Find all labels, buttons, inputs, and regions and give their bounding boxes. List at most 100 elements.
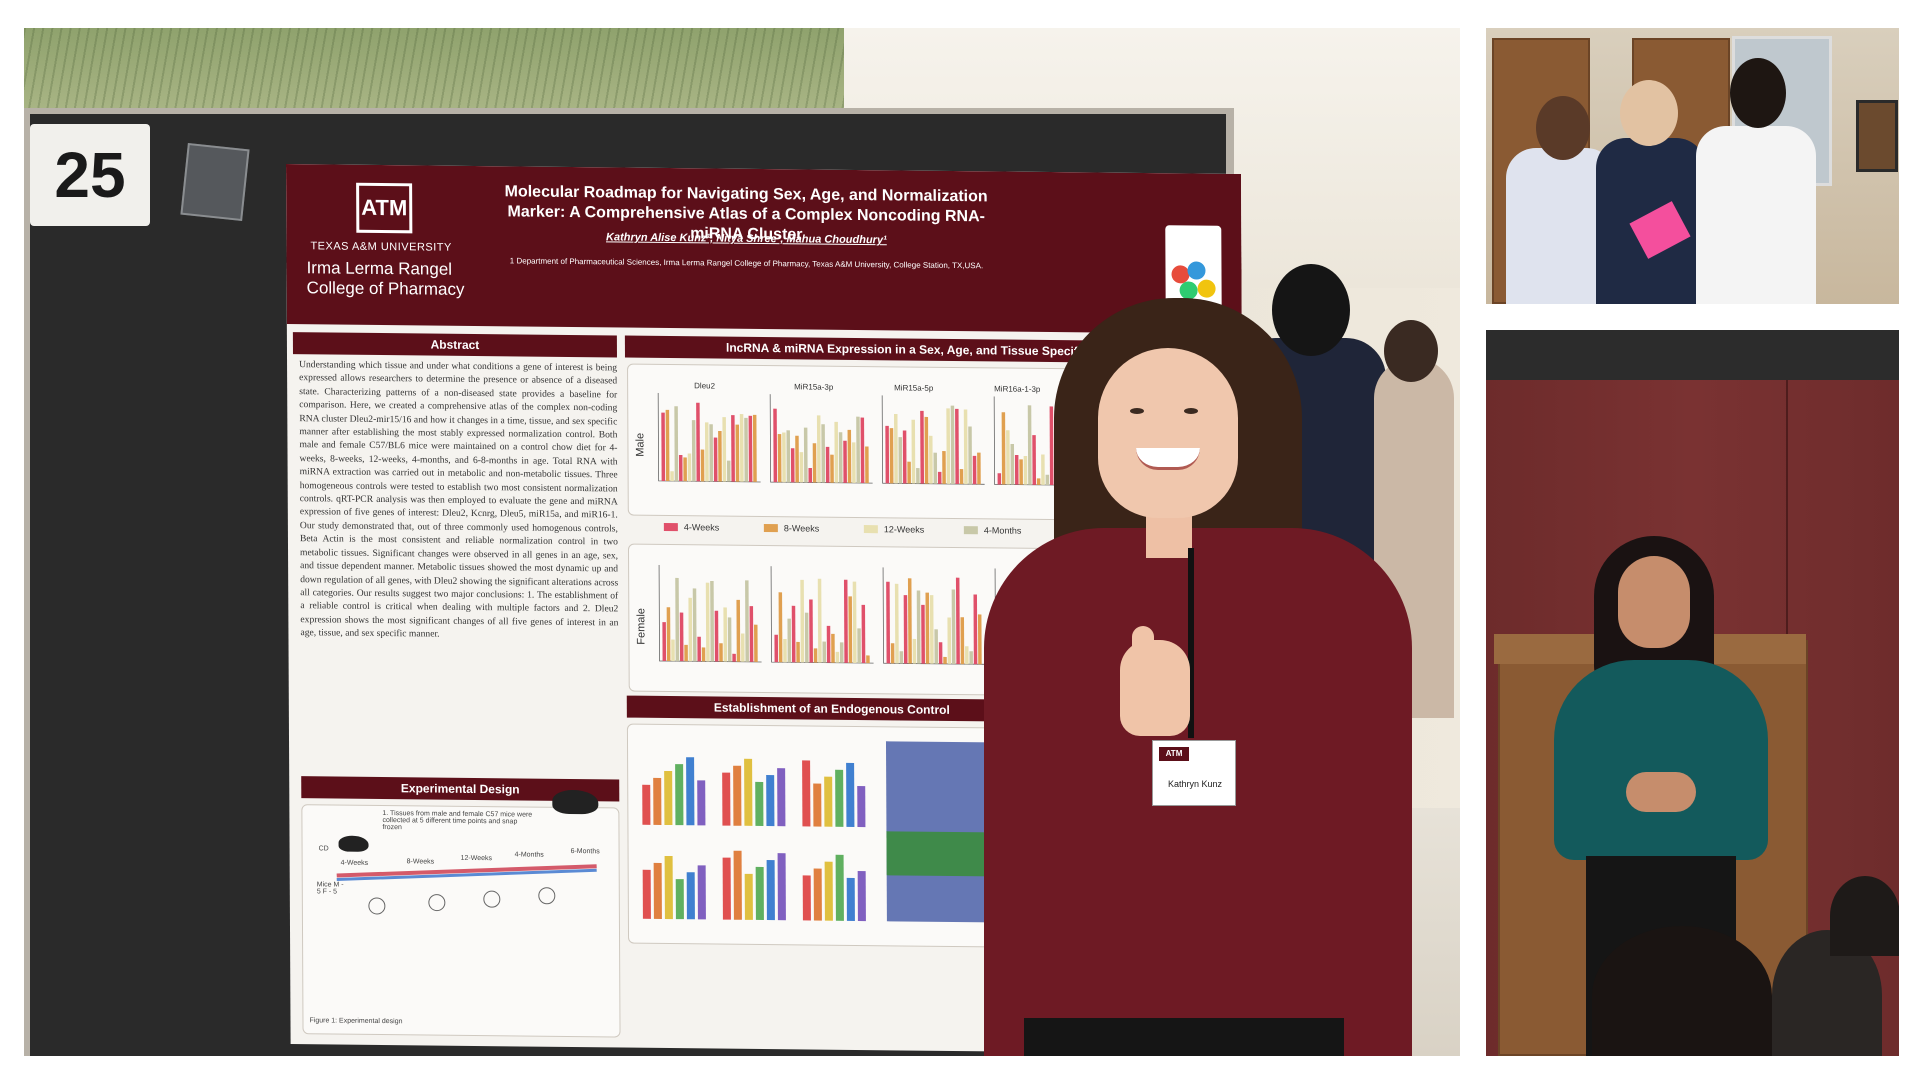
audience-head bbox=[1830, 876, 1899, 956]
poster-session-photo: 25 ATM TEXAS A&M UNIVERSITY Irma Lerma R… bbox=[24, 28, 1460, 1056]
mini-chart-bar bbox=[838, 432, 843, 483]
mini-chart-bar bbox=[929, 595, 934, 664]
control-chart-bar bbox=[697, 865, 706, 920]
mini-chart-bar bbox=[697, 636, 701, 662]
mini-chart-bar bbox=[1036, 478, 1041, 485]
control-chart-bar bbox=[744, 758, 753, 826]
person-white-shirt bbox=[1696, 126, 1816, 304]
mini-chart-bar bbox=[674, 406, 679, 482]
mini-chart-bar bbox=[1049, 406, 1054, 486]
mini-chart-bar bbox=[812, 443, 817, 483]
conversation-photo bbox=[1486, 28, 1899, 304]
mini-chart-bar bbox=[893, 413, 898, 484]
speaker-teal-top bbox=[1554, 660, 1768, 860]
mini-chart-bar bbox=[920, 410, 925, 484]
mini-chart-bar bbox=[804, 612, 809, 663]
framed-picture bbox=[1856, 100, 1898, 172]
mini-chart-bar bbox=[889, 428, 894, 484]
mini-chart-bar bbox=[754, 624, 758, 662]
emblem-dot bbox=[1197, 279, 1216, 298]
mini-chart-bar bbox=[670, 471, 674, 482]
mini-chart-bar bbox=[687, 453, 692, 482]
endogenous-control-panel bbox=[626, 723, 1039, 948]
mini-chart-bar bbox=[866, 655, 870, 664]
control-chart-bar bbox=[642, 869, 651, 919]
mini-chart-bar bbox=[710, 580, 715, 662]
ceiling-strip bbox=[1486, 330, 1899, 380]
speaker-face bbox=[1618, 556, 1690, 648]
control-chart-bar bbox=[744, 873, 753, 920]
control-chart-bar bbox=[802, 875, 811, 921]
control-chart-bar bbox=[846, 762, 855, 827]
mini-chart-bar bbox=[739, 414, 744, 482]
mini-chart-bar bbox=[937, 471, 942, 484]
mini-chart-bar bbox=[683, 457, 687, 482]
tamu-logo: ATM bbox=[356, 182, 413, 234]
mini-chart-bar bbox=[839, 642, 844, 663]
thumb-icon bbox=[1132, 626, 1154, 666]
mini-chart-bar bbox=[813, 648, 818, 663]
mini-chart-bar bbox=[723, 607, 728, 662]
legend-swatch bbox=[763, 524, 778, 533]
mini-chart-bar bbox=[1014, 454, 1019, 485]
mini-chart-bar bbox=[977, 614, 982, 665]
mini-chart-bar bbox=[856, 416, 861, 484]
mini-chart-axis bbox=[769, 394, 873, 484]
mini-chart-bar bbox=[704, 422, 709, 482]
legend-item-8-weeks: 8-Weeks bbox=[763, 523, 819, 534]
mini-chart-bar bbox=[929, 435, 933, 484]
mini-chart-bar bbox=[816, 415, 821, 483]
mini-chart-bar bbox=[955, 577, 960, 665]
mini-chart-bar bbox=[722, 417, 727, 482]
mini-chart-bar bbox=[665, 409, 670, 482]
mini-chart-bar bbox=[787, 618, 792, 663]
mini-chart-bar bbox=[799, 452, 804, 483]
mini-chart-bar bbox=[809, 599, 813, 663]
mini-chart-axis bbox=[657, 392, 761, 483]
control-chart-bar bbox=[766, 860, 775, 921]
mini-chart-bar bbox=[916, 468, 920, 484]
mini-chart-bar bbox=[857, 628, 861, 664]
abstract-text: Understanding which tissue and under wha… bbox=[299, 359, 619, 640]
legend-label: 4-Weeks bbox=[683, 522, 720, 533]
mini-chart-bar bbox=[865, 446, 869, 484]
control-chart-bar bbox=[766, 775, 775, 827]
mini-chart-bar bbox=[924, 416, 929, 484]
mini-chart-bar bbox=[843, 440, 847, 483]
control-chart-bar bbox=[813, 868, 822, 921]
mini-chart-bar bbox=[835, 651, 840, 663]
mini-chart-bar bbox=[675, 577, 680, 662]
control-chart-bar bbox=[686, 872, 695, 920]
mini-chart-bar bbox=[773, 408, 778, 483]
mini-chart-bar bbox=[969, 651, 973, 665]
experimental-design-panel: 1. Tissues from male and female C57 mice… bbox=[301, 789, 621, 1038]
mini-chart-bar bbox=[679, 612, 684, 662]
control-chart-bar bbox=[777, 853, 786, 921]
mini-chart-bar bbox=[709, 424, 714, 482]
speaker-hands bbox=[1626, 772, 1696, 812]
control-chart-bar bbox=[857, 785, 866, 828]
mini-chart-bar bbox=[968, 426, 973, 485]
mini-chart-bar bbox=[719, 643, 723, 662]
mini-chart-bar bbox=[830, 454, 834, 483]
exp-label-cd: CD bbox=[318, 845, 329, 853]
mini-chart-bar bbox=[959, 469, 964, 485]
row-label-male: Male bbox=[634, 432, 647, 457]
mini-chart-bar bbox=[847, 429, 852, 483]
control-chart-bar bbox=[733, 765, 742, 826]
mini-chart-bar bbox=[671, 639, 675, 662]
figure-caption: Figure 1: Experimental design bbox=[309, 1017, 403, 1026]
person-head bbox=[1536, 96, 1590, 160]
mini-chart-bar bbox=[912, 638, 917, 664]
mini-chart-bar bbox=[701, 647, 706, 662]
mini-chart-axis bbox=[882, 567, 986, 665]
mini-chart-bar bbox=[1045, 474, 1050, 485]
mini-chart-bar bbox=[1006, 430, 1010, 485]
mini-chart-bar bbox=[933, 452, 938, 484]
exp-label: 8-Weeks bbox=[406, 858, 435, 866]
mini-chart-bar bbox=[843, 579, 848, 663]
mini-chart-bar bbox=[903, 595, 908, 664]
badge-name: Kathryn Kunz bbox=[1167, 779, 1223, 789]
mini-chart-bar bbox=[848, 596, 853, 663]
chart-title: Dleu2 bbox=[694, 381, 716, 391]
